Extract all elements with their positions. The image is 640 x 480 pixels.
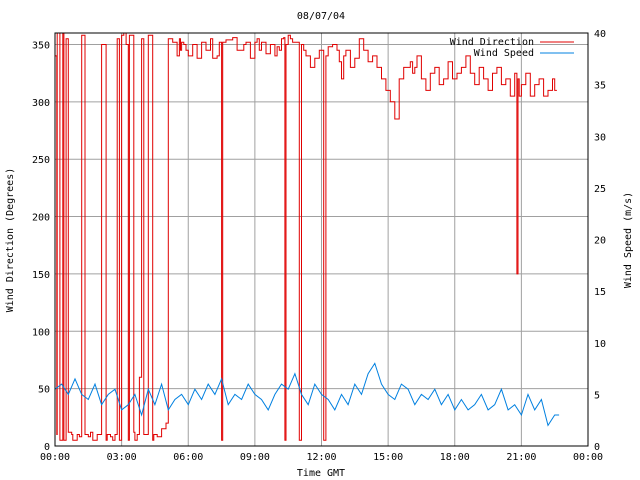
legend-label-wind-direction: Wind Direction: [450, 37, 534, 48]
x-axis-label: Time GMT: [297, 468, 345, 479]
y-tick-label-right: 40: [594, 29, 606, 40]
y-tick-label-left: 250: [32, 155, 50, 166]
y-tick-label-right: 35: [594, 81, 606, 92]
plot-frame: [54, 32, 589, 447]
y-tick-label-right: 30: [594, 132, 606, 143]
y-axis-label-left: Wind Direction (Degrees): [5, 168, 16, 313]
chart-title: 08/07/04: [297, 11, 345, 22]
grid-lines: [55, 33, 588, 446]
x-tick-label: 06:00: [173, 452, 203, 463]
x-tick-label: 09:00: [240, 452, 270, 463]
x-tick-label: 00:00: [573, 452, 603, 463]
x-tick-label: 03:00: [107, 452, 137, 463]
y-tick-label-right: 20: [594, 236, 606, 247]
y-tick-label-right: 15: [594, 287, 606, 298]
y-tick-label-left: 150: [32, 270, 50, 281]
y-tick-label-right: 5: [594, 390, 600, 401]
y-tick-label-right: 25: [594, 184, 606, 195]
y-tick-label-right: 10: [594, 339, 606, 350]
tick-labels: 00:00 03:00 06:00 09:00 12:00 15:00 18:00 21:00…: [32, 29, 606, 463]
x-tick-label: 15:00: [373, 452, 403, 463]
series-lines: [54, 32, 560, 441]
wind-speed-line: [54, 362, 560, 427]
y-tick-label-right: 0: [594, 442, 600, 453]
y-tick-label-left: 100: [32, 327, 50, 338]
y-tick-label-left: 350: [32, 40, 50, 51]
x-tick-label: 21:00: [506, 452, 536, 463]
y-tick-label-left: 300: [32, 98, 50, 109]
y-axis-label-right: Wind Speed (m/s): [623, 192, 634, 288]
x-tick-label: 12:00: [306, 452, 336, 463]
x-tick-label: 18:00: [440, 452, 470, 463]
y-tick-label-left: 200: [32, 213, 50, 224]
legend-label-wind-speed: Wind Speed: [474, 48, 534, 59]
y-tick-label-left: 0: [44, 442, 50, 453]
y-tick-label-left: 50: [38, 385, 50, 396]
wind-direction-line: [55, 32, 557, 441]
x-tick-label: 00:00: [40, 452, 70, 463]
